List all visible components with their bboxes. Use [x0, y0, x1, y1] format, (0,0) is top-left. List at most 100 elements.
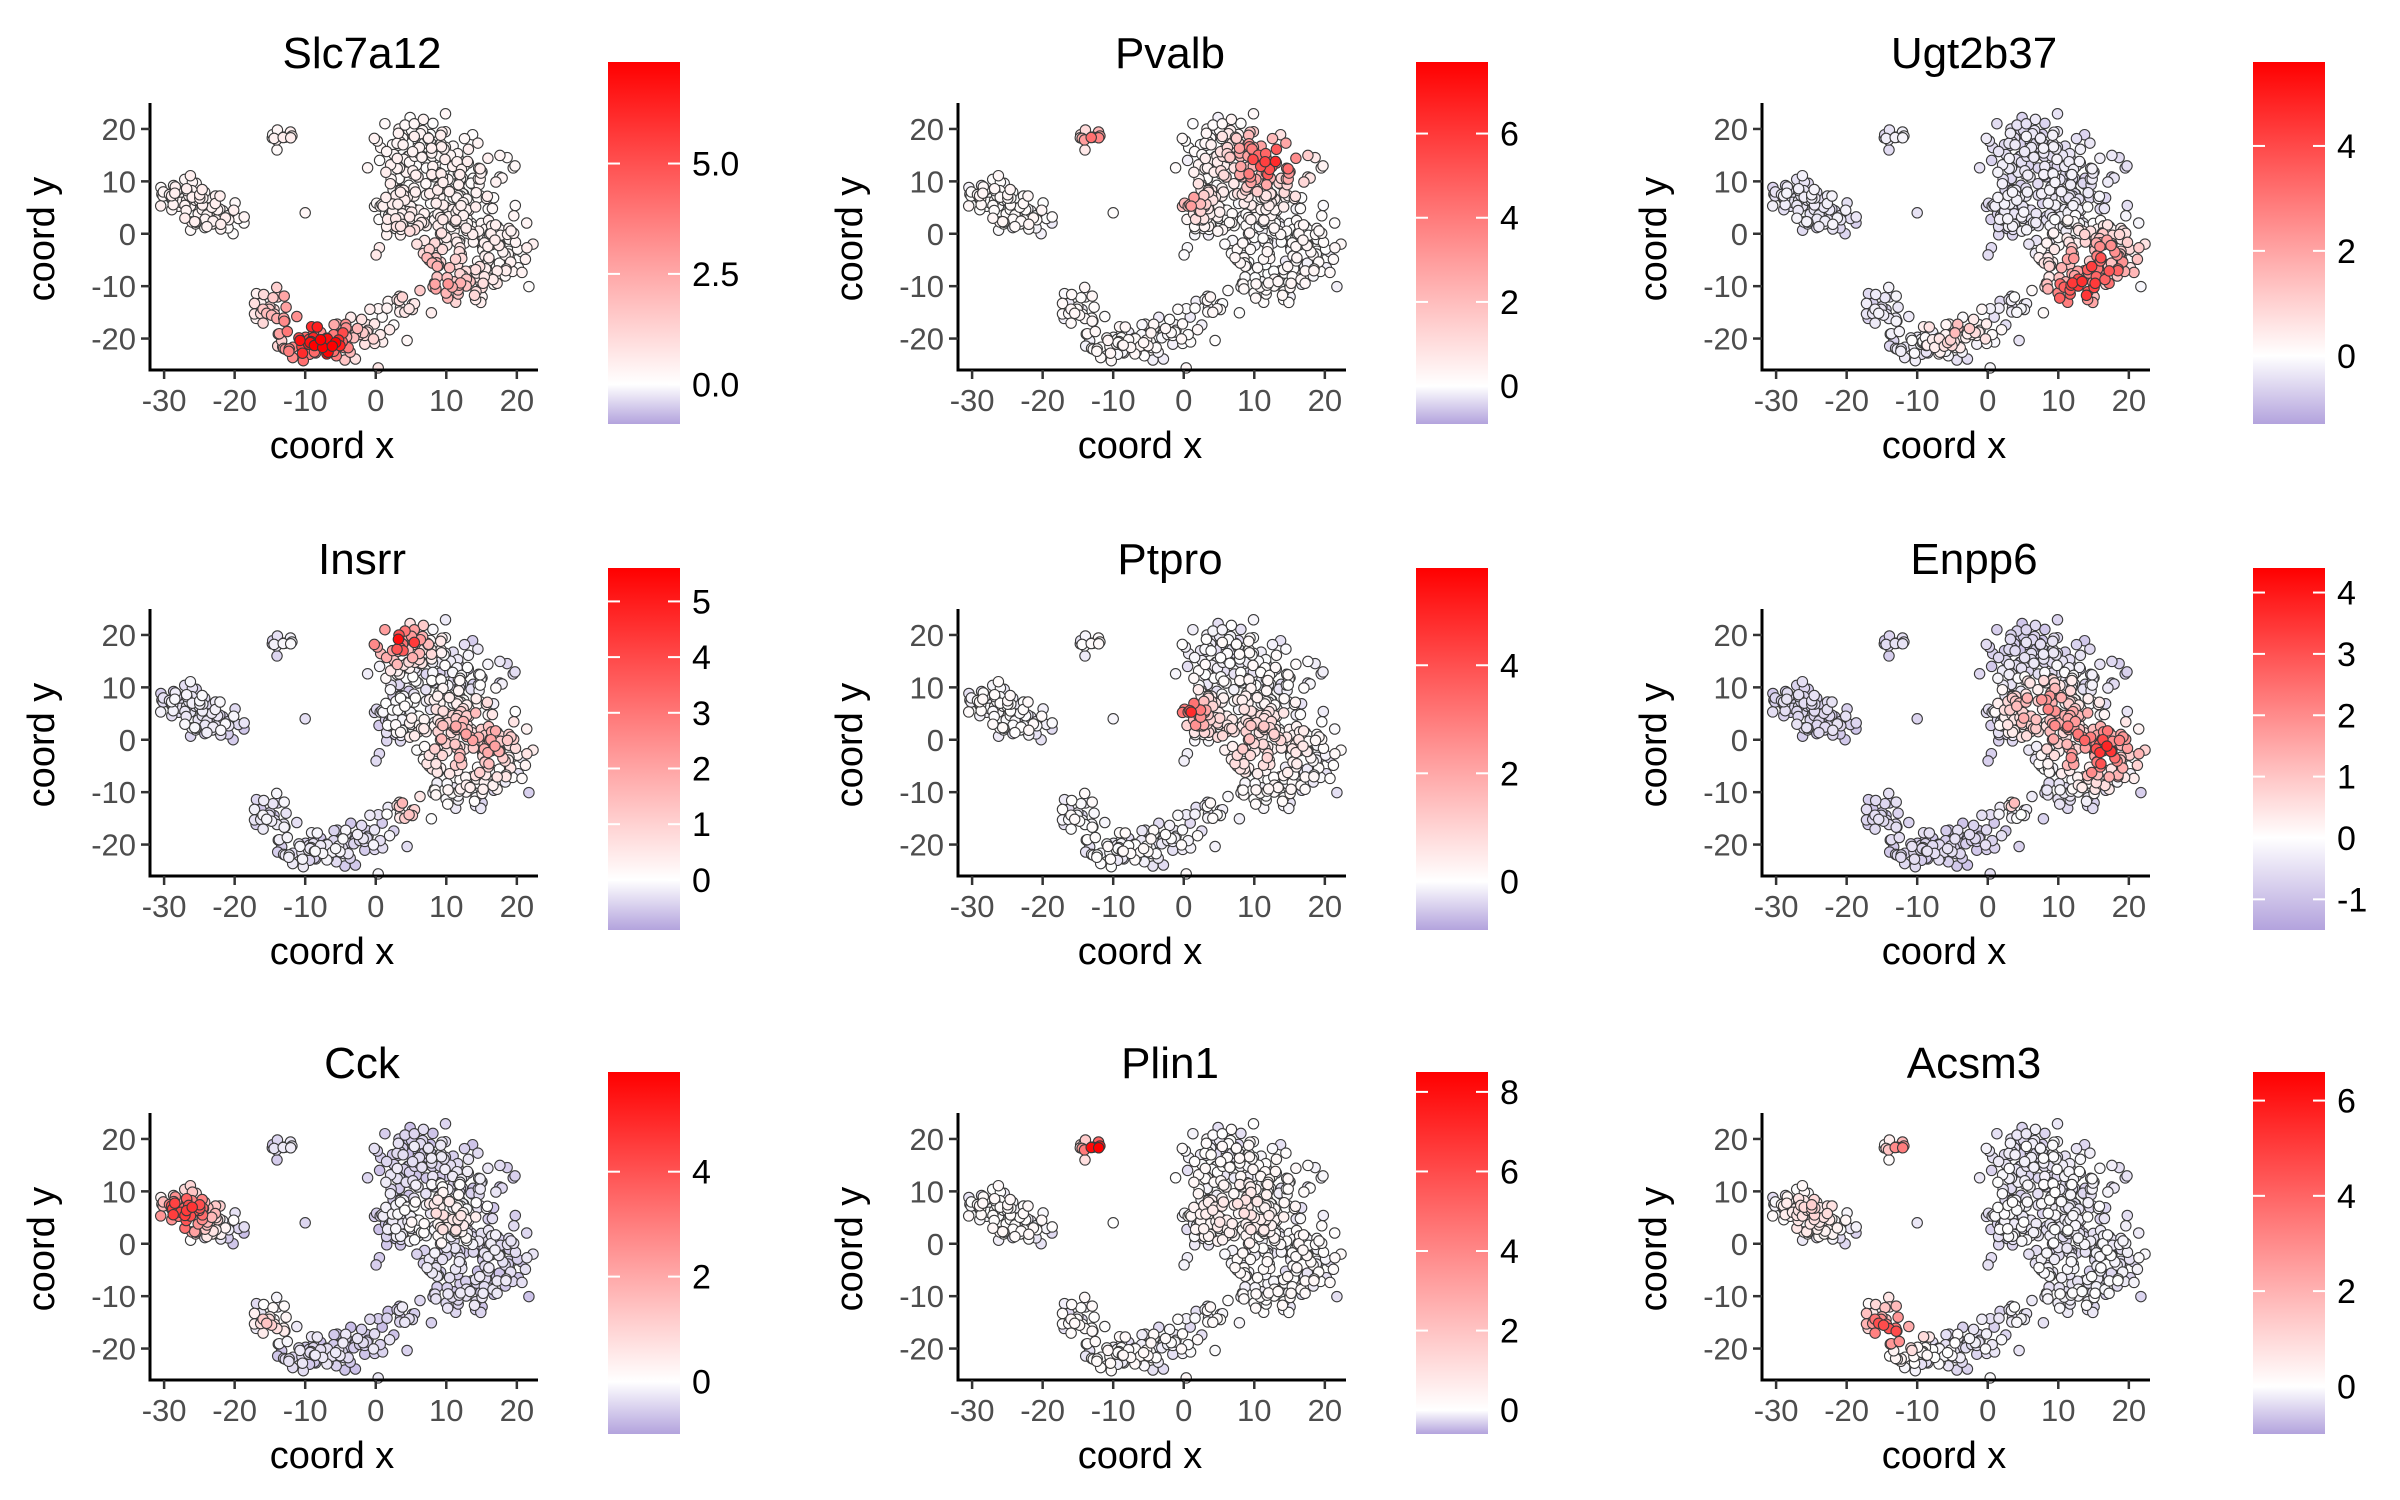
- data-point: [2064, 685, 2077, 697]
- data-point: [380, 1176, 392, 1189]
- data-point: [1085, 131, 1097, 144]
- data-point: [1225, 113, 1238, 126]
- data-point: [1839, 710, 1852, 722]
- data-point: [408, 118, 421, 130]
- data-point: [1317, 160, 1329, 172]
- data-point: [430, 197, 442, 210]
- data-point: [501, 734, 514, 747]
- data-point: [1229, 251, 1241, 264]
- data-point: [436, 243, 449, 256]
- data-point: [1091, 851, 1103, 864]
- x-tick-label: 0: [1979, 383, 1996, 418]
- data-point: [1277, 707, 1290, 719]
- data-point: [2066, 168, 2078, 181]
- data-point: [468, 289, 481, 302]
- data-point: [2021, 186, 2034, 198]
- data-point: [458, 638, 471, 651]
- data-point: [1086, 315, 1098, 327]
- data-point: [435, 141, 448, 153]
- data-point: [482, 240, 494, 253]
- data-point: [2098, 708, 2111, 721]
- x-tick-label: -20: [1020, 383, 1065, 418]
- data-point: [1189, 808, 1201, 820]
- data-point: [1068, 813, 1081, 826]
- data-point: [1178, 249, 1190, 261]
- data-point: [1869, 288, 1882, 301]
- data-point: [1224, 151, 1236, 164]
- data-point: [1224, 657, 1236, 670]
- data-point: [2120, 716, 2132, 728]
- data-point: [1117, 339, 1129, 351]
- data-point: [2106, 655, 2118, 668]
- data-point: [2001, 213, 2014, 225]
- data-point: [403, 808, 415, 821]
- data-point: [367, 1343, 380, 1355]
- y-tick-label: -10: [91, 775, 136, 810]
- data-point: [1262, 783, 1275, 795]
- data-point: [409, 186, 422, 198]
- data-point: [489, 219, 502, 231]
- data-point: [2020, 636, 2033, 649]
- data-point: [1813, 220, 1825, 233]
- x-tick-label: 0: [367, 889, 384, 924]
- data-point: [2073, 155, 2086, 168]
- data-point: [1329, 748, 1341, 760]
- y-axis-label: coord y: [21, 177, 63, 302]
- data-point: [214, 696, 226, 708]
- data-point: [392, 633, 405, 646]
- data-point: [2017, 206, 2030, 218]
- data-point: [519, 253, 532, 266]
- data-point: [439, 1118, 452, 1130]
- scatter-points: [154, 614, 539, 880]
- data-point: [1266, 132, 1279, 145]
- data-point: [1895, 851, 1907, 864]
- data-point: [394, 186, 407, 198]
- data-point: [1086, 796, 1098, 808]
- data-point: [283, 345, 295, 358]
- data-point: [396, 1301, 409, 1313]
- data-point: [2051, 153, 2063, 166]
- data-point: [364, 1313, 376, 1326]
- data-point: [509, 1209, 522, 1222]
- data-point: [368, 1142, 381, 1155]
- data-point: [180, 688, 193, 701]
- data-point: [1992, 651, 2005, 664]
- data-point: [1294, 708, 1307, 721]
- data-point: [1261, 245, 1274, 258]
- y-tick-label: 20: [910, 112, 944, 147]
- data-point: [2133, 748, 2145, 760]
- data-point: [1249, 798, 1262, 810]
- data-point: [2021, 692, 2034, 704]
- data-point: [1065, 794, 1078, 807]
- x-tick-label: 20: [2112, 383, 2146, 418]
- data-point: [1290, 240, 1302, 253]
- data-point: [435, 733, 448, 745]
- data-point: [464, 781, 476, 794]
- data-point: [370, 755, 382, 767]
- data-point: [1923, 827, 1936, 839]
- data-point: [1247, 153, 1259, 166]
- data-point: [1324, 772, 1336, 785]
- data-point: [1308, 770, 1320, 783]
- x-tick-label: 0: [1979, 889, 1996, 924]
- data-point: [284, 638, 297, 650]
- data-point: [2121, 160, 2133, 172]
- data-point: [1004, 689, 1016, 702]
- data-point: [1228, 177, 1240, 190]
- data-point: [1992, 191, 2004, 204]
- data-point: [1299, 783, 1311, 796]
- data-point: [472, 1147, 484, 1159]
- data-point: [1261, 751, 1274, 764]
- data-point: [2009, 139, 2021, 151]
- data-point: [2008, 797, 2021, 809]
- color-bar-label: 2: [2337, 233, 2356, 271]
- data-point: [1290, 152, 1302, 165]
- data-point: [1176, 638, 1189, 651]
- data-point: [987, 212, 999, 224]
- data-point: [1065, 288, 1078, 301]
- data-point: [2066, 674, 2078, 687]
- data-point: [1233, 307, 1246, 319]
- data-point: [368, 1328, 381, 1340]
- data-point: [1213, 206, 1226, 218]
- data-point: [2121, 666, 2133, 678]
